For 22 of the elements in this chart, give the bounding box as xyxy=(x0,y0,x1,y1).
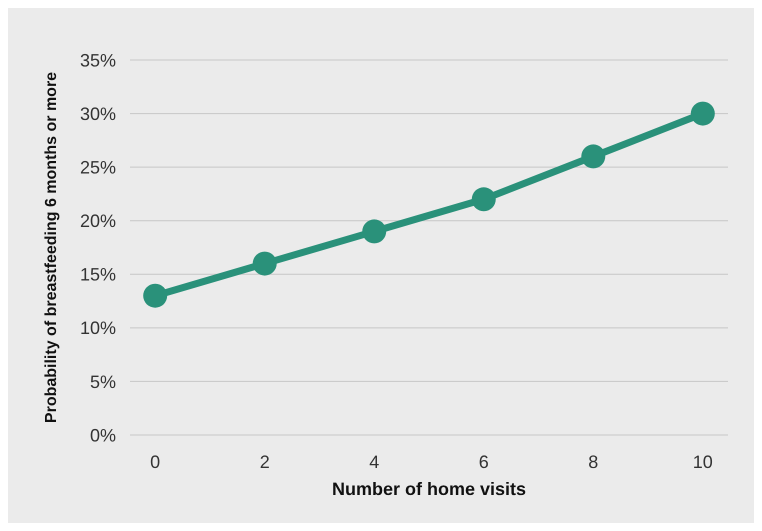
y-tick-label: 10% xyxy=(80,318,116,338)
x-tick-label: 10 xyxy=(692,452,713,472)
point xyxy=(252,252,277,276)
point xyxy=(472,187,496,212)
x-tick-label: 2 xyxy=(260,452,270,472)
x-axis-title: Number of home visits xyxy=(332,479,526,499)
point xyxy=(690,102,715,126)
y-tick-label: 25% xyxy=(80,158,116,178)
x-tick-label: 0 xyxy=(150,452,160,472)
point xyxy=(581,144,606,168)
y-tick-label: 15% xyxy=(80,264,116,285)
point xyxy=(143,284,168,308)
point xyxy=(362,219,386,244)
x-tick-label: 8 xyxy=(588,452,598,472)
y-tick-label: 20% xyxy=(80,211,116,232)
y-tick-label: 35% xyxy=(80,50,116,70)
x-tick-label: 6 xyxy=(478,452,489,472)
y-tick-label: 30% xyxy=(80,104,116,124)
y-tick-label: 5% xyxy=(90,372,116,392)
y-axis-title: Probability of breastfeeding 6 months or more xyxy=(43,72,60,424)
y-tick-label: 0% xyxy=(90,425,116,446)
x-tick-label: 4 xyxy=(369,452,380,472)
